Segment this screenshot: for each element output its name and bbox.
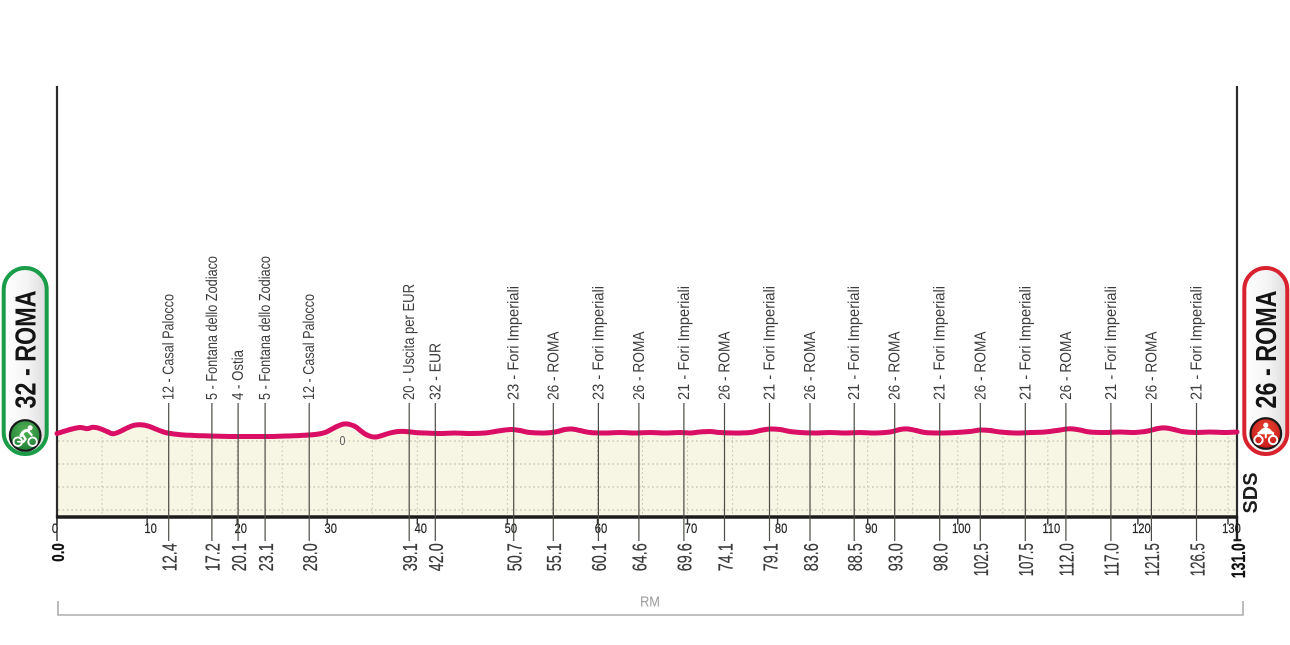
- svg-text:12 - Casal Palocco: 12 - Casal Palocco: [161, 294, 178, 400]
- svg-text:93.0: 93.0: [886, 543, 908, 571]
- svg-text:83.6: 83.6: [801, 543, 823, 571]
- svg-text:69.6: 69.6: [675, 543, 697, 571]
- svg-text:0: 0: [52, 521, 58, 536]
- svg-text:74.1: 74.1: [715, 543, 737, 571]
- svg-text:21 - Fori Imperiali: 21 - Fori Imperiali: [1103, 286, 1120, 400]
- svg-text:4 - Ostia: 4 - Ostia: [230, 350, 247, 400]
- svg-text:23 - Fori Imperiali: 23 - Fori Imperiali: [590, 286, 607, 400]
- svg-text:107.5: 107.5: [1016, 543, 1038, 576]
- svg-text:26 - ROMA: 26 - ROMA: [717, 331, 734, 400]
- svg-text:117.0: 117.0: [1102, 543, 1124, 576]
- svg-text:50.7: 50.7: [505, 543, 527, 571]
- svg-text:26 - ROMA: 26 - ROMA: [631, 331, 648, 400]
- svg-text:32 - EUR: 32 - EUR: [427, 343, 444, 400]
- svg-text:0: 0: [340, 434, 346, 448]
- svg-text:20: 20: [234, 521, 246, 536]
- svg-text:26 - ROMA: 26 - ROMA: [972, 331, 989, 400]
- svg-text:23 - Fori Imperiali: 23 - Fori Imperiali: [506, 286, 523, 400]
- svg-text:32 - ROMA: 32 - ROMA: [11, 290, 43, 408]
- svg-text:21 - Fori Imperiali: 21 - Fori Imperiali: [1017, 286, 1034, 400]
- svg-text:0.0: 0.0: [48, 543, 68, 562]
- svg-text:21 - Fori Imperiali: 21 - Fori Imperiali: [846, 286, 863, 400]
- svg-text:10: 10: [144, 521, 156, 536]
- svg-text:110: 110: [1042, 521, 1060, 536]
- svg-text:60.1: 60.1: [589, 543, 611, 571]
- svg-text:131.0: 131.0: [1228, 543, 1250, 578]
- svg-text:60: 60: [595, 521, 607, 536]
- svg-text:21 - Fori Imperiali: 21 - Fori Imperiali: [762, 286, 779, 400]
- svg-text:55.1: 55.1: [544, 543, 566, 571]
- svg-text:26 - ROMA: 26 - ROMA: [887, 331, 904, 400]
- svg-text:SDS: SDS: [1240, 473, 1262, 514]
- svg-text:26 - ROMA: 26 - ROMA: [802, 331, 819, 400]
- svg-text:17.2: 17.2: [203, 543, 225, 571]
- svg-text:20.1: 20.1: [229, 543, 251, 571]
- svg-text:21 - Fori Imperiali: 21 - Fori Imperiali: [1189, 286, 1206, 400]
- svg-text:112.0: 112.0: [1057, 543, 1079, 576]
- svg-text:126.5: 126.5: [1187, 543, 1209, 576]
- svg-text:12 - Casal Palocco: 12 - Casal Palocco: [301, 294, 318, 400]
- svg-text:26 - ROMA: 26 - ROMA: [1143, 331, 1160, 400]
- svg-text:42.0: 42.0: [426, 543, 448, 571]
- svg-text:23.1: 23.1: [256, 543, 278, 571]
- svg-text:39.1: 39.1: [400, 543, 422, 571]
- svg-text:70: 70: [685, 521, 697, 536]
- svg-text:RM: RM: [640, 592, 660, 609]
- svg-text:21 - Fori Imperiali: 21 - Fori Imperiali: [932, 286, 949, 400]
- svg-text:40: 40: [415, 521, 427, 536]
- svg-text:26 - ROMA: 26 - ROMA: [1251, 290, 1283, 408]
- svg-text:98.0: 98.0: [931, 543, 953, 571]
- svg-text:64.6: 64.6: [630, 543, 652, 571]
- svg-text:5 - Fontana dello Zodiaco: 5 - Fontana dello Zodiaco: [257, 256, 274, 400]
- svg-text:28.0: 28.0: [300, 543, 322, 571]
- svg-text:12.4: 12.4: [160, 543, 182, 571]
- svg-text:50: 50: [505, 521, 517, 536]
- svg-text:5 - Fontana dello Zodiaco: 5 - Fontana dello Zodiaco: [204, 256, 221, 400]
- svg-text:100: 100: [952, 521, 971, 536]
- svg-text:79.1: 79.1: [760, 543, 782, 571]
- svg-text:30: 30: [324, 521, 336, 536]
- svg-text:90: 90: [865, 521, 877, 536]
- svg-text:80: 80: [775, 521, 787, 536]
- svg-text:26 - ROMA: 26 - ROMA: [1058, 331, 1075, 400]
- svg-text:20 - Uscita per EUR: 20 - Uscita per EUR: [401, 284, 418, 400]
- svg-text:120: 120: [1132, 521, 1151, 536]
- svg-text:121.5: 121.5: [1142, 543, 1164, 576]
- svg-text:88.5: 88.5: [845, 543, 867, 571]
- svg-text:102.5: 102.5: [971, 543, 993, 576]
- svg-text:26 - ROMA: 26 - ROMA: [545, 331, 562, 400]
- svg-text:21 - Fori Imperiali: 21 - Fori Imperiali: [676, 286, 693, 400]
